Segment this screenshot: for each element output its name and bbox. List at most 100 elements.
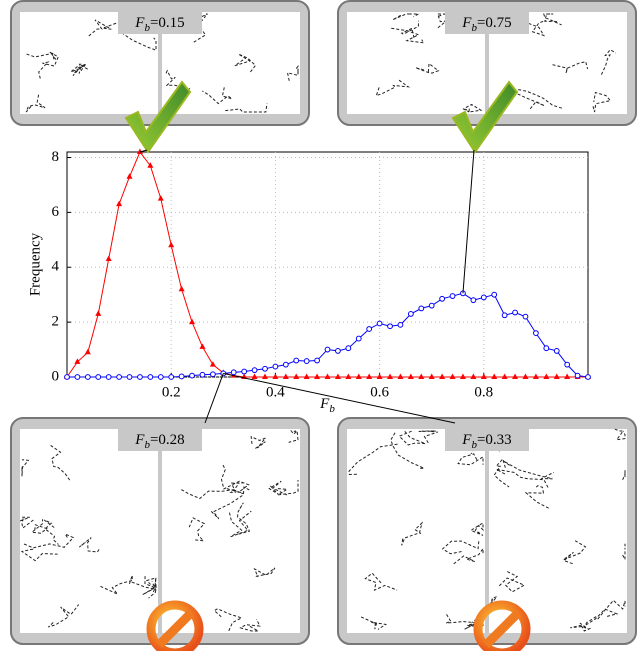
marker	[501, 312, 508, 319]
marker	[303, 358, 310, 364]
marker	[470, 373, 477, 379]
edge-sketch	[503, 460, 555, 480]
edge-sketch	[250, 435, 266, 449]
marker	[397, 373, 404, 379]
no-icon-bar	[155, 609, 195, 649]
marker	[230, 369, 237, 376]
marker	[522, 313, 529, 320]
panel-value: =0.15	[150, 15, 185, 31]
marker	[459, 373, 466, 379]
leader-line	[223, 372, 456, 424]
panel-value: =0.28	[150, 432, 185, 448]
edge-sketch	[401, 521, 423, 546]
panel-value: =0.75	[477, 15, 512, 31]
edge-sketch	[390, 432, 425, 469]
x-tick-label: 0.6	[370, 384, 389, 400]
edge-sketch	[415, 62, 440, 74]
panel-value: =0.33	[477, 432, 512, 448]
edge-sketch	[220, 464, 250, 493]
symbol: F	[319, 396, 330, 412]
marker	[345, 373, 352, 379]
edge-sketch	[30, 519, 48, 534]
marker	[532, 373, 539, 379]
marker	[491, 291, 498, 298]
edge-sketch	[457, 453, 484, 466]
panel-tab	[445, 429, 529, 451]
leader-line	[462, 149, 475, 294]
marker	[314, 357, 320, 364]
edge-sketch	[188, 517, 206, 542]
edge-sketch	[43, 519, 59, 545]
leader-line	[204, 373, 224, 424]
marker	[137, 374, 143, 380]
subscript: b	[144, 439, 150, 451]
edge-sketch	[210, 486, 250, 520]
edge-sketch	[288, 429, 299, 443]
edge-sketch	[25, 94, 46, 113]
marker	[355, 373, 362, 379]
marker	[293, 373, 300, 379]
marker	[157, 195, 164, 201]
marker	[105, 255, 112, 262]
marker	[439, 373, 446, 379]
panel: Fb=0.15	[10, 0, 310, 154]
edge-sketch	[469, 522, 484, 536]
edge-sketch	[50, 445, 71, 481]
marker	[189, 318, 196, 325]
marker	[262, 365, 268, 372]
edge-sketch	[21, 459, 30, 477]
edge-sketch	[226, 482, 244, 495]
subscript: b	[471, 439, 477, 451]
marker	[553, 348, 560, 354]
symbol: F	[134, 432, 145, 448]
plot-frame	[66, 151, 589, 378]
subscript: b	[144, 22, 150, 34]
marker	[439, 295, 446, 302]
edge-sketch	[441, 539, 480, 555]
panel-tab	[118, 429, 202, 451]
symbol: F	[134, 15, 145, 31]
marker	[407, 310, 414, 317]
marker	[585, 374, 591, 380]
marker	[74, 358, 81, 364]
marker	[282, 361, 289, 368]
marker	[449, 373, 456, 379]
marker	[157, 374, 164, 380]
marker	[574, 372, 581, 379]
marker	[209, 371, 216, 378]
edge-sketch	[100, 575, 133, 595]
marker	[501, 373, 508, 379]
edge-sketch	[165, 69, 191, 90]
marker	[64, 374, 70, 380]
marker	[418, 373, 425, 379]
y-tick-label: 4	[52, 259, 60, 275]
marker	[491, 373, 498, 379]
marker	[209, 361, 216, 367]
marker	[293, 357, 300, 364]
marker	[324, 346, 331, 353]
marker	[314, 373, 321, 379]
edge-sketch	[552, 61, 589, 74]
edge-sketch	[583, 608, 619, 627]
marker	[324, 373, 331, 379]
edge-sketch	[375, 79, 411, 97]
marker	[428, 302, 435, 309]
edge-sketch	[239, 618, 261, 632]
marker	[74, 374, 81, 380]
marker	[366, 326, 373, 332]
edge-sketch	[453, 547, 484, 565]
marker	[303, 373, 310, 379]
marker	[428, 373, 435, 379]
edge-sketch	[496, 468, 549, 489]
image	[489, 429, 627, 633]
panel-label: Fb=0.33	[461, 432, 511, 450]
edge-sketch	[144, 576, 157, 591]
marker	[282, 373, 289, 379]
marker	[241, 368, 248, 375]
marker	[84, 374, 91, 380]
x-tick-label: 0.8	[474, 384, 493, 400]
edge-sketch	[524, 485, 549, 509]
marker	[449, 293, 456, 299]
marker	[376, 373, 383, 379]
marker	[95, 374, 102, 380]
